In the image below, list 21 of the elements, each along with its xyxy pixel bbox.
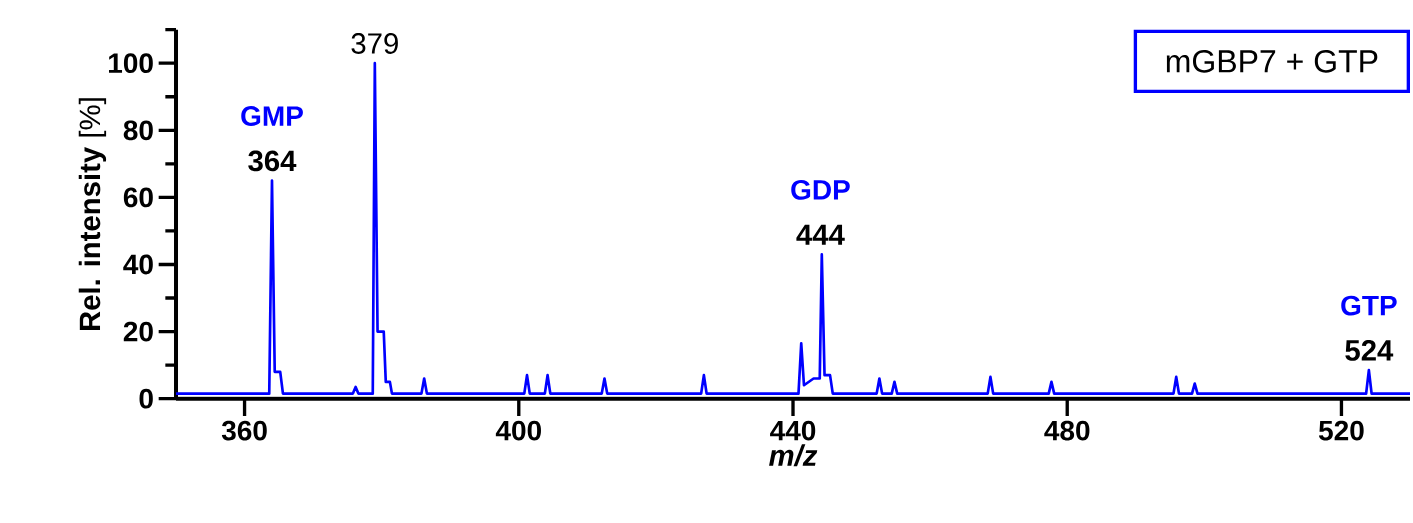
annotation: mGBP7 + GTP (1166, 50, 1378, 73)
annotation: 364 (248, 150, 297, 172)
annotation: 524 (1345, 340, 1394, 361)
x-tick-label: 520 (1318, 420, 1364, 441)
annotation: GMP (241, 106, 303, 126)
annotation: GDP (791, 179, 850, 200)
y-tick-label: 20 (123, 321, 153, 342)
x-tick-label: 440 (770, 420, 816, 441)
y-tick-label: 0 (139, 388, 153, 409)
annotation: GTP (1341, 295, 1397, 316)
x-tick-label: 360 (221, 420, 267, 441)
x-axis-title: m/z (769, 444, 818, 467)
y-tick-label: 80 (123, 120, 153, 141)
x-tick-label: 480 (1044, 420, 1090, 441)
y-tick-label: 100 (109, 53, 153, 74)
y-tick-label: 40 (123, 254, 153, 275)
y-tick-label: 60 (123, 187, 153, 208)
y-axis-title: Rel. intensity [%] (78, 98, 107, 331)
annotation: 444 (796, 224, 845, 245)
annotation: 379 (351, 33, 398, 54)
x-tick-label: 400 (495, 420, 541, 441)
